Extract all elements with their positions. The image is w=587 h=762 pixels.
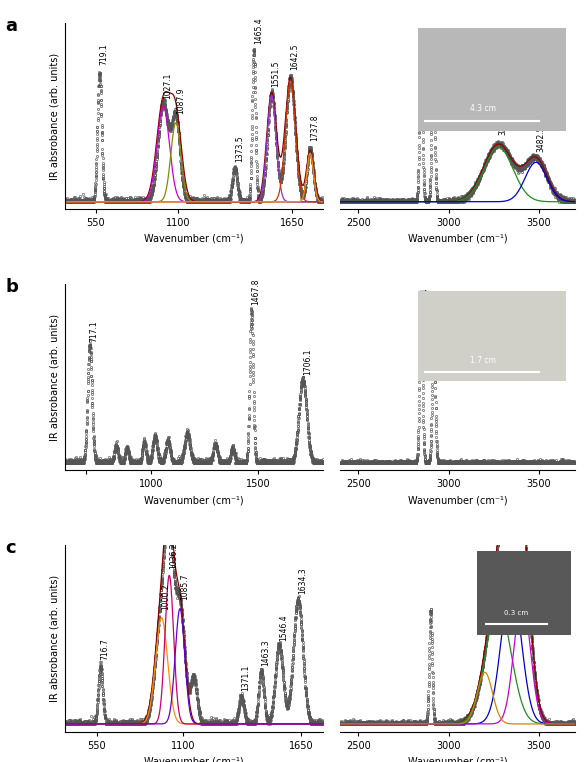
Text: 719.1: 719.1	[100, 43, 109, 66]
Text: 1465.4: 1465.4	[254, 18, 263, 44]
Text: 2914.1: 2914.1	[433, 34, 442, 61]
X-axis label: Wavenumber (cm⁻¹): Wavenumber (cm⁻¹)	[408, 756, 508, 762]
Text: 1373.5: 1373.5	[235, 136, 244, 162]
Text: 1087.9: 1087.9	[176, 88, 185, 114]
Text: 1551.5: 1551.5	[272, 60, 281, 87]
Text: 1027.1: 1027.1	[163, 72, 172, 98]
X-axis label: Wavenumber (cm⁻¹): Wavenumber (cm⁻¹)	[144, 756, 244, 762]
Text: c: c	[5, 539, 16, 558]
Text: 3275.1: 3275.1	[498, 108, 508, 135]
Text: 716.7: 716.7	[100, 639, 109, 660]
Text: 3345.8: 3345.8	[511, 561, 520, 588]
Text: 3405.8: 3405.8	[522, 570, 531, 597]
X-axis label: Wavenumber (cm⁻¹): Wavenumber (cm⁻¹)	[144, 234, 244, 244]
Text: 3274.5: 3274.5	[498, 579, 507, 606]
Text: b: b	[5, 278, 18, 296]
Text: 1085.7: 1085.7	[180, 573, 189, 600]
X-axis label: Wavenumber (cm⁻¹): Wavenumber (cm⁻¹)	[408, 234, 508, 244]
Text: 2916.8: 2916.8	[434, 296, 443, 322]
Y-axis label: IR absrobance (arb. units): IR absrobance (arb. units)	[49, 53, 59, 180]
X-axis label: Wavenumber (cm⁻¹): Wavenumber (cm⁻¹)	[144, 495, 244, 505]
Text: 1546.4: 1546.4	[279, 614, 288, 641]
Text: 1642.5: 1642.5	[291, 43, 299, 70]
Text: a: a	[5, 18, 17, 35]
Text: 717.1: 717.1	[90, 320, 99, 341]
Text: 1634.3: 1634.3	[298, 567, 307, 594]
Text: 1706.1: 1706.1	[303, 348, 312, 375]
Text: 2846.4: 2846.4	[421, 288, 430, 314]
X-axis label: Wavenumber (cm⁻¹): Wavenumber (cm⁻¹)	[408, 495, 508, 505]
Text: 1371.1: 1371.1	[241, 664, 251, 690]
Text: 1036.2: 1036.2	[169, 543, 178, 569]
Text: 1737.8: 1737.8	[310, 114, 319, 141]
Text: 1463.3: 1463.3	[261, 640, 270, 666]
Y-axis label: IR absrobance (arb. units): IR absrobance (arb. units)	[49, 575, 59, 702]
Text: 2846.4: 2846.4	[421, 27, 430, 53]
Text: 3482.5: 3482.5	[536, 125, 545, 152]
Y-axis label: IR absrobance (arb. units): IR absrobance (arb. units)	[49, 314, 59, 440]
Text: 1000.2: 1000.2	[161, 584, 171, 610]
Text: 1467.8: 1467.8	[251, 279, 261, 305]
